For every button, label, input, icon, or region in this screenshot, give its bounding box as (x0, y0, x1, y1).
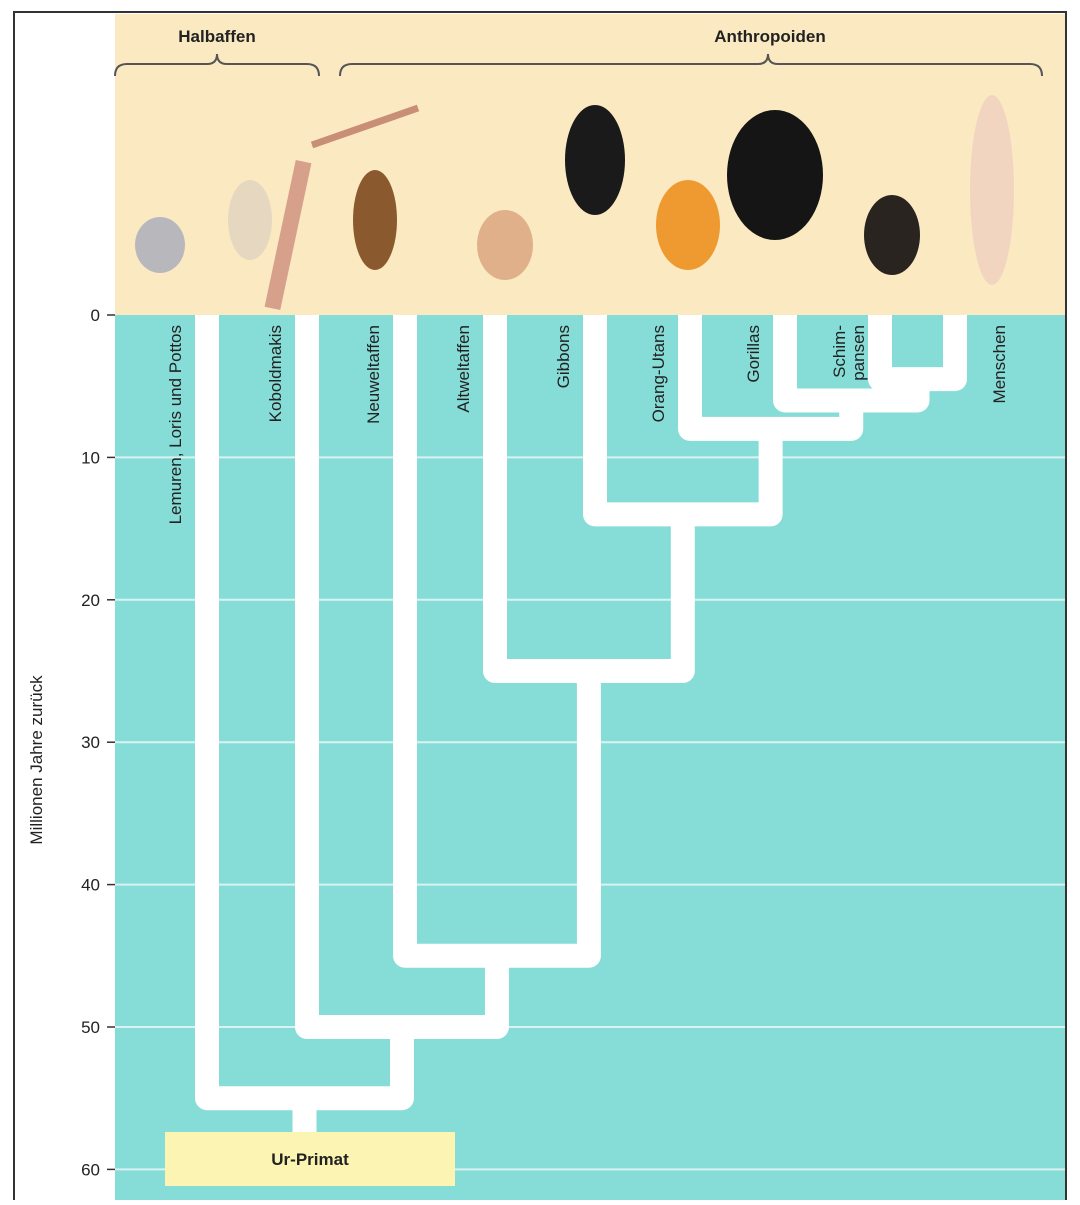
y-tick-label: 30 (81, 733, 100, 752)
leaf-label: Gorillas (744, 325, 763, 383)
branch-node (583, 315, 783, 527)
y-tick-label: 50 (81, 1018, 100, 1037)
leaf-label: Altweltaffen (454, 325, 473, 413)
y-tick-label: 60 (81, 1160, 100, 1179)
group-label: Halbaffen (178, 27, 255, 46)
group-label: Anthropoiden (714, 27, 825, 46)
leaf-label: Lemuren, Loris und Pottos (166, 325, 185, 524)
root-label: Ur-Primat (271, 1150, 349, 1169)
branch-node (483, 315, 695, 683)
branch-node (678, 315, 864, 441)
leaf-label: pansen (849, 325, 868, 381)
leaf-label: Menschen (990, 325, 1009, 403)
leaf-label: Orang-Utans (649, 325, 668, 422)
y-tick-label: 20 (81, 591, 100, 610)
y-tick-label: 40 (81, 876, 100, 895)
branch-node (295, 315, 509, 1039)
y-tick-label: 0 (91, 306, 100, 325)
leaf-label: Schim- (830, 325, 849, 378)
leaf-label: Neuweltaffen (364, 325, 383, 424)
root-box (165, 1132, 455, 1186)
branch-node (393, 315, 601, 968)
leaf-label: Koboldmakis (266, 325, 285, 422)
y-tick-label: 10 (81, 448, 100, 467)
animal-illustrations (135, 95, 1014, 311)
brace (114, 53, 320, 77)
tree (195, 315, 967, 1140)
brace (339, 53, 1043, 77)
leaf-label: Gibbons (554, 325, 573, 388)
axis-label: Millionen Jahre zurück (27, 675, 46, 845)
branch-node (868, 315, 967, 392)
